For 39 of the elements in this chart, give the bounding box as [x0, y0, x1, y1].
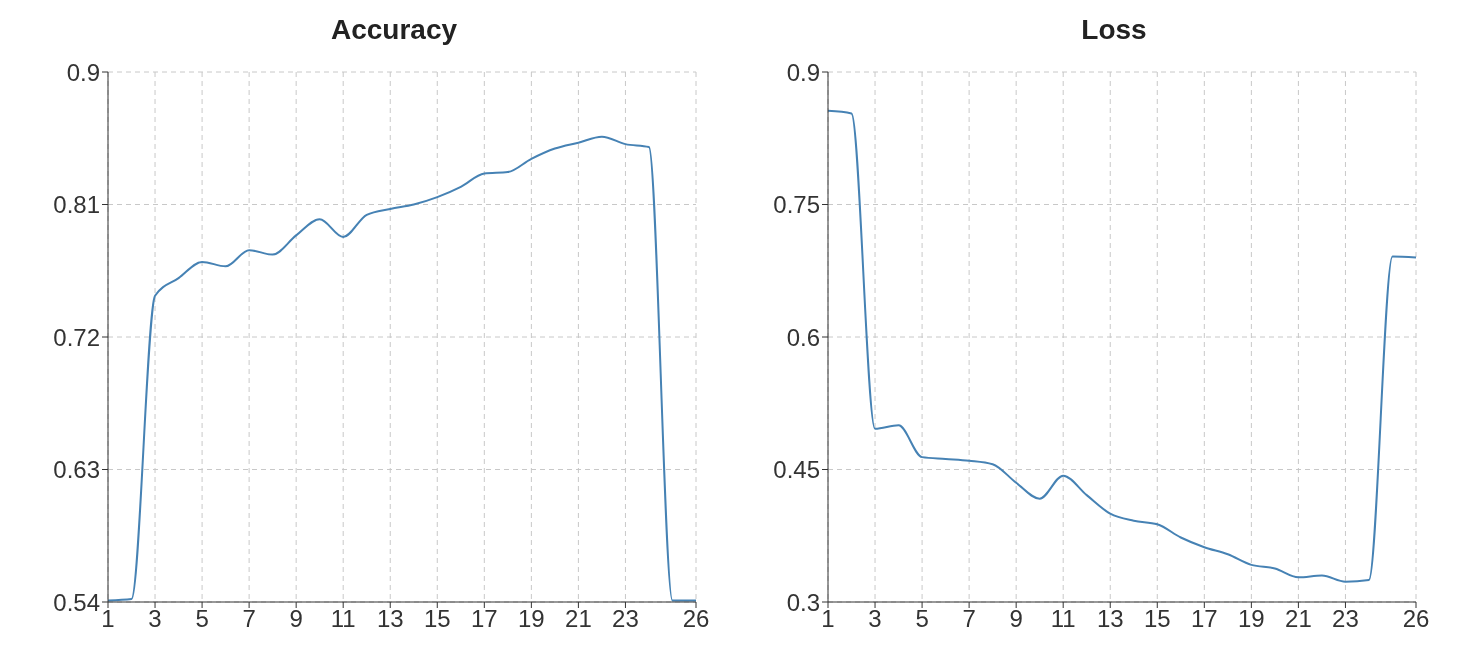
y-tick-label: 0.6 — [786, 323, 820, 351]
x-tick-label: 26 — [682, 605, 710, 633]
x-tick-label: 19 — [518, 605, 545, 633]
x-tick-label: 26 — [1402, 605, 1430, 633]
chart-title: Accuracy — [329, 13, 459, 47]
x-tick-label: 19 — [1238, 605, 1265, 633]
x-tick-label: 21 — [565, 605, 592, 633]
x-tick-label: 1 — [821, 605, 835, 633]
x-tick-label: 15 — [423, 605, 451, 633]
y-tick-label: 0.72 — [53, 323, 100, 351]
chart-title: Loss — [1080, 13, 1148, 47]
x-tick-label: 5 — [195, 605, 209, 633]
x-tick-label: 17 — [470, 605, 498, 633]
y-tick-label: 0.45 — [773, 456, 820, 484]
x-tick-label: 11 — [330, 605, 356, 633]
x-tick-label: 15 — [1143, 605, 1171, 633]
line-series — [828, 109, 1416, 583]
y-tick-label: 0.54 — [53, 588, 100, 616]
y-tick-label: 0.3 — [786, 588, 820, 616]
y-tick-label: 0.9 — [66, 58, 100, 86]
x-tick-label: 7 — [962, 605, 976, 633]
x-tick-label: 9 — [289, 605, 303, 633]
x-tick-label: 7 — [242, 605, 256, 633]
x-tick-label: 13 — [1096, 605, 1124, 633]
y-tick-label: 0.9 — [786, 58, 820, 86]
x-tick-label: 5 — [915, 605, 929, 633]
x-tick-label: 9 — [1009, 605, 1023, 633]
x-tick-label: 23 — [612, 605, 639, 633]
x-tick-label: 3 — [148, 605, 162, 633]
x-tick-label: 13 — [376, 605, 404, 633]
y-tick-label: 0.63 — [53, 456, 100, 484]
x-tick-label: 11 — [1050, 605, 1076, 633]
x-tick-label: 1 — [101, 605, 115, 633]
x-tick-label: 23 — [1332, 605, 1359, 633]
x-tick-label: 3 — [868, 605, 882, 633]
x-tick-label: 21 — [1285, 605, 1312, 633]
y-tick-label: 0.75 — [773, 191, 820, 219]
x-tick-label: 17 — [1190, 605, 1218, 633]
y-tick-label: 0.81 — [53, 191, 100, 219]
